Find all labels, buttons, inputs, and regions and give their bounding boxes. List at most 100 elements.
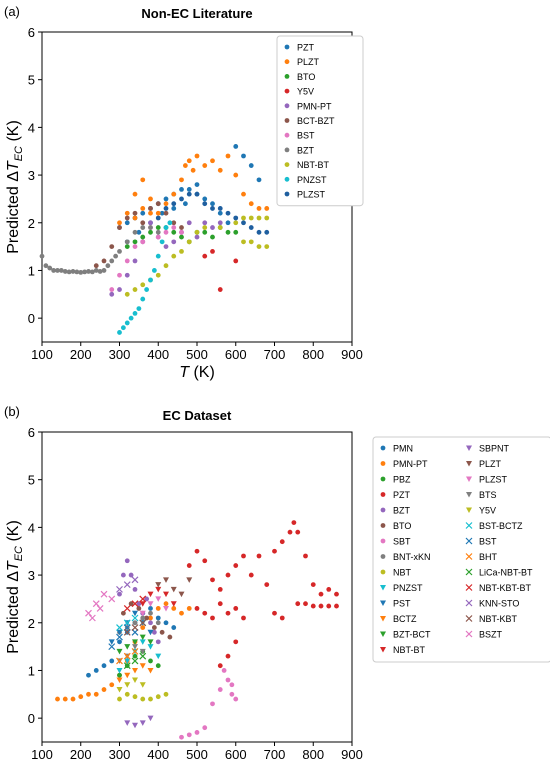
data-point xyxy=(131,576,139,584)
data-point xyxy=(155,694,161,700)
data-point xyxy=(171,606,177,611)
data-point xyxy=(155,201,161,207)
x-tick-label: 100 xyxy=(31,347,53,362)
legend-marker xyxy=(380,507,386,513)
data-point xyxy=(128,315,134,321)
data-point xyxy=(179,196,184,202)
data-point xyxy=(295,601,301,607)
legend-label: PMN xyxy=(393,444,413,454)
data-point xyxy=(163,591,169,598)
data-point xyxy=(123,605,131,612)
data-point xyxy=(144,615,150,621)
legend-label: PNZST xyxy=(393,583,423,593)
data-point xyxy=(140,239,146,245)
data-point xyxy=(163,605,169,612)
data-point xyxy=(186,732,192,738)
data-point xyxy=(116,667,123,674)
data-point xyxy=(128,601,134,607)
x-tick-label: 600 xyxy=(225,747,247,762)
data-point xyxy=(334,591,339,597)
x-tick-label: 300 xyxy=(109,347,131,362)
legend-marker xyxy=(465,522,473,529)
data-point xyxy=(124,215,130,221)
data-point xyxy=(132,287,138,292)
data-point xyxy=(256,177,262,183)
data-point xyxy=(109,291,115,297)
data-point xyxy=(117,672,122,678)
legend-marker xyxy=(380,647,386,653)
data-point xyxy=(264,582,270,588)
legend-label: PLZT xyxy=(479,459,502,469)
legend-label: BST xyxy=(297,131,315,141)
data-point xyxy=(272,548,277,554)
data-point xyxy=(155,606,161,611)
data-point xyxy=(303,553,308,559)
chart-panel-1: (a) Non-EC Literature 100 200 300 400 500 600 70… xyxy=(4,4,364,381)
legend-label: PBZ xyxy=(393,475,411,485)
data-point xyxy=(225,229,231,235)
data-point xyxy=(248,239,254,245)
data-point xyxy=(279,539,285,545)
data-point xyxy=(120,325,126,331)
data-points xyxy=(39,144,270,335)
data-point xyxy=(131,657,139,665)
data-point xyxy=(116,633,123,641)
data-point xyxy=(241,191,246,197)
legend-label: KNN-STO xyxy=(479,599,519,609)
legend-label: Y5V xyxy=(479,506,496,516)
data-point xyxy=(171,625,177,630)
legend-label: BNT-xKN xyxy=(393,552,431,562)
legend-marker xyxy=(284,59,290,65)
data-point xyxy=(171,229,177,235)
data-point xyxy=(163,201,169,207)
data-point xyxy=(108,595,116,603)
data-point xyxy=(116,629,123,636)
x-tick-label: 500 xyxy=(186,747,208,762)
data-point xyxy=(144,287,150,292)
data-point xyxy=(140,696,146,702)
data-point xyxy=(194,229,200,235)
data-point xyxy=(179,186,184,192)
data-point xyxy=(148,196,153,202)
data-point xyxy=(105,263,111,269)
data-point xyxy=(186,220,192,226)
legend-label: PNZST xyxy=(297,175,327,185)
data-point xyxy=(148,696,153,702)
chart-title: EC Dataset xyxy=(163,408,232,423)
data-point xyxy=(148,206,153,211)
x-tick-label: 400 xyxy=(147,747,169,762)
data-point xyxy=(155,210,161,216)
data-point xyxy=(171,225,177,230)
y-tick-label: 6 xyxy=(28,25,35,40)
data-point xyxy=(202,229,208,235)
data-point xyxy=(140,615,146,621)
data-point xyxy=(120,610,126,616)
data-point xyxy=(117,225,122,230)
data-point xyxy=(132,667,138,674)
data-point xyxy=(179,248,184,254)
data-point xyxy=(117,696,122,702)
data-point xyxy=(210,701,215,707)
data-point xyxy=(155,582,162,588)
data-point xyxy=(163,244,169,250)
data-point xyxy=(233,220,239,226)
data-point xyxy=(101,258,107,264)
data-point xyxy=(116,624,123,631)
legend-marker xyxy=(380,445,386,451)
data-point xyxy=(124,291,130,297)
y-tick-label: 2 xyxy=(28,616,35,631)
data-point xyxy=(89,269,95,275)
data-point xyxy=(171,253,177,259)
data-point xyxy=(116,657,123,665)
data-point xyxy=(179,177,184,183)
data-point xyxy=(139,720,146,726)
data-point xyxy=(248,163,254,168)
data-point xyxy=(233,696,239,702)
data-point xyxy=(225,653,231,659)
data-point xyxy=(93,268,99,273)
data-point xyxy=(171,220,177,226)
data-point xyxy=(217,225,223,230)
data-point xyxy=(58,268,64,273)
data-point xyxy=(147,591,154,598)
